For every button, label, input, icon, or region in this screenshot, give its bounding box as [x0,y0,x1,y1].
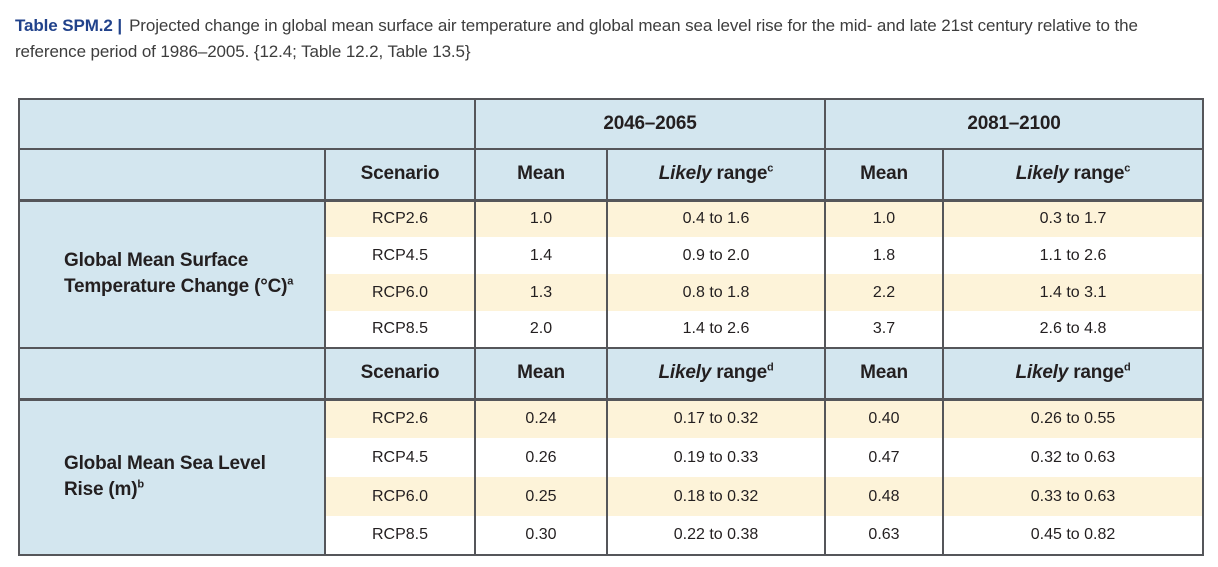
mean-header-late: Mean [824,347,943,401]
mean-header-mid: Mean [474,347,607,401]
scenario-cell: RCP4.5 [324,237,475,274]
mean-mid-cell: 0.30 [474,516,607,555]
footnote-ref-c: c [767,162,774,175]
range-late-cell: 0.26 to 0.55 [942,399,1203,438]
mean-mid-cell: 2.0 [474,311,607,348]
section-label-text: Global Mean Sea Level Rise (m) [64,453,266,501]
mean-late-cell: 0.63 [824,516,943,555]
table-row-temp-rcp60: RCP6.0 1.3 0.8 to 1.8 2.2 1.4 to 3.1 [19,274,1203,311]
spm2-table: 2046–2065 2081–2100 Scenario Mean Likely… [18,98,1204,556]
corner-cell [19,99,475,150]
range-mid-cell: 0.17 to 0.32 [606,399,825,438]
section-label-temperature: Global Mean Surface Temperature Change (… [19,200,325,348]
scenario-cell: RCP2.6 [324,399,475,438]
range-late-cell: 1.4 to 3.1 [942,274,1203,311]
table-row-temp-rcp26: Global Mean Surface Temperature Change (… [19,200,1203,348]
likely-range-header-late: Likely rangec [942,148,1203,202]
likely-word: Likely [658,163,712,185]
table-row-sea-rcp45: RCP4.5 0.26 0.19 to 0.33 0.47 0.32 to 0.… [19,438,1203,477]
footnote-ref-d: d [1123,361,1131,374]
likely-range-header-mid: Likely rangec [606,148,825,202]
range-word: range [1073,163,1125,185]
mean-mid-cell: 0.26 [474,438,607,477]
range-word: range [716,163,768,185]
range-word: range [1073,362,1124,384]
table-row-sea-rcp26: Global Mean Sea Level Rise (m)b RCP2.6 0… [19,399,1203,555]
likely-range-header-mid: Likely ranged [606,347,825,401]
period-header-late-century: 2081–2100 [824,99,1203,150]
column-header-row-temperature: Scenario Mean Likely rangec Mean Likely … [19,148,1203,202]
period-header-mid-century: 2046–2065 [474,99,825,150]
mean-late-cell: 3.7 [824,311,943,348]
footnote-ref-c: c [1124,162,1131,175]
range-mid-cell: 0.9 to 2.0 [606,237,825,274]
scenario-cell: RCP2.6 [324,200,475,237]
range-late-cell: 0.33 to 0.63 [942,477,1203,516]
mean-header-late: Mean [824,148,943,202]
mean-mid-cell: 1.0 [474,200,607,237]
range-late-cell: 0.32 to 0.63 [942,438,1203,477]
range-mid-cell: 0.19 to 0.33 [606,438,825,477]
mean-late-cell: 0.48 [824,477,943,516]
scenario-cell: RCP6.0 [324,477,475,516]
mean-header-mid: Mean [474,148,607,202]
likely-range-header-late: Likely ranged [942,347,1203,401]
likely-word: Likely [658,362,712,384]
range-mid-cell: 0.18 to 0.32 [606,477,825,516]
range-mid-cell: 0.22 to 0.38 [606,516,825,555]
range-late-cell: 0.45 to 0.82 [942,516,1203,555]
range-mid-cell: 1.4 to 2.6 [606,311,825,348]
range-late-cell: 0.3 to 1.7 [942,200,1203,237]
table-caption-label: Table SPM.2 | [15,16,123,35]
table-row-temp-rcp85: RCP8.5 2.0 1.4 to 2.6 3.7 2.6 to 4.8 [19,311,1203,348]
section-label-sea-level: Global Mean Sea Level Rise (m)b [19,399,325,555]
likely-word: Likely [1015,163,1069,185]
scenario-cell: RCP8.5 [324,311,475,348]
range-word: range [716,362,767,384]
range-late-cell: 1.1 to 2.6 [942,237,1203,274]
scenario-header: Scenario [324,148,475,202]
mean-late-cell: 0.47 [824,438,943,477]
mean-mid-cell: 1.3 [474,274,607,311]
range-late-cell: 2.6 to 4.8 [942,311,1203,348]
scenario-cell: RCP8.5 [324,516,475,555]
table-row-temp-rcp45: RCP4.5 1.4 0.9 to 2.0 1.8 1.1 to 2.6 [19,237,1203,274]
range-mid-cell: 0.8 to 1.8 [606,274,825,311]
mean-late-cell: 0.40 [824,399,943,438]
section-label-text: Global Mean Surface Temperature Change (… [64,250,288,298]
empty-label-cell [19,148,325,202]
scenario-header: Scenario [324,347,475,401]
range-mid-cell: 0.4 to 1.6 [606,200,825,237]
table-row-sea-rcp60: RCP6.0 0.25 0.18 to 0.32 0.48 0.33 to 0.… [19,477,1203,516]
column-header-row-sea-level: Scenario Mean Likely ranged Mean Likely … [19,347,1203,401]
table-caption: Table SPM.2 | Projected change in global … [15,13,1203,65]
footnote-ref-b: b [137,478,144,491]
mean-mid-cell: 0.25 [474,477,607,516]
scenario-cell: RCP6.0 [324,274,475,311]
likely-word: Likely [1015,362,1069,384]
mean-mid-cell: 0.24 [474,399,607,438]
table-caption-text: Projected change in global mean surface … [15,16,1138,61]
mean-late-cell: 2.2 [824,274,943,311]
footnote-ref-a: a [287,275,294,288]
footnote-ref-d: d [766,361,774,374]
mean-late-cell: 1.0 [824,200,943,237]
mean-late-cell: 1.8 [824,237,943,274]
empty-label-cell [19,347,325,401]
scenario-cell: RCP4.5 [324,438,475,477]
table-row-sea-rcp85: RCP8.5 0.30 0.22 to 0.38 0.63 0.45 to 0.… [19,516,1203,555]
period-header-row: 2046–2065 2081–2100 [19,99,1203,150]
mean-mid-cell: 1.4 [474,237,607,274]
